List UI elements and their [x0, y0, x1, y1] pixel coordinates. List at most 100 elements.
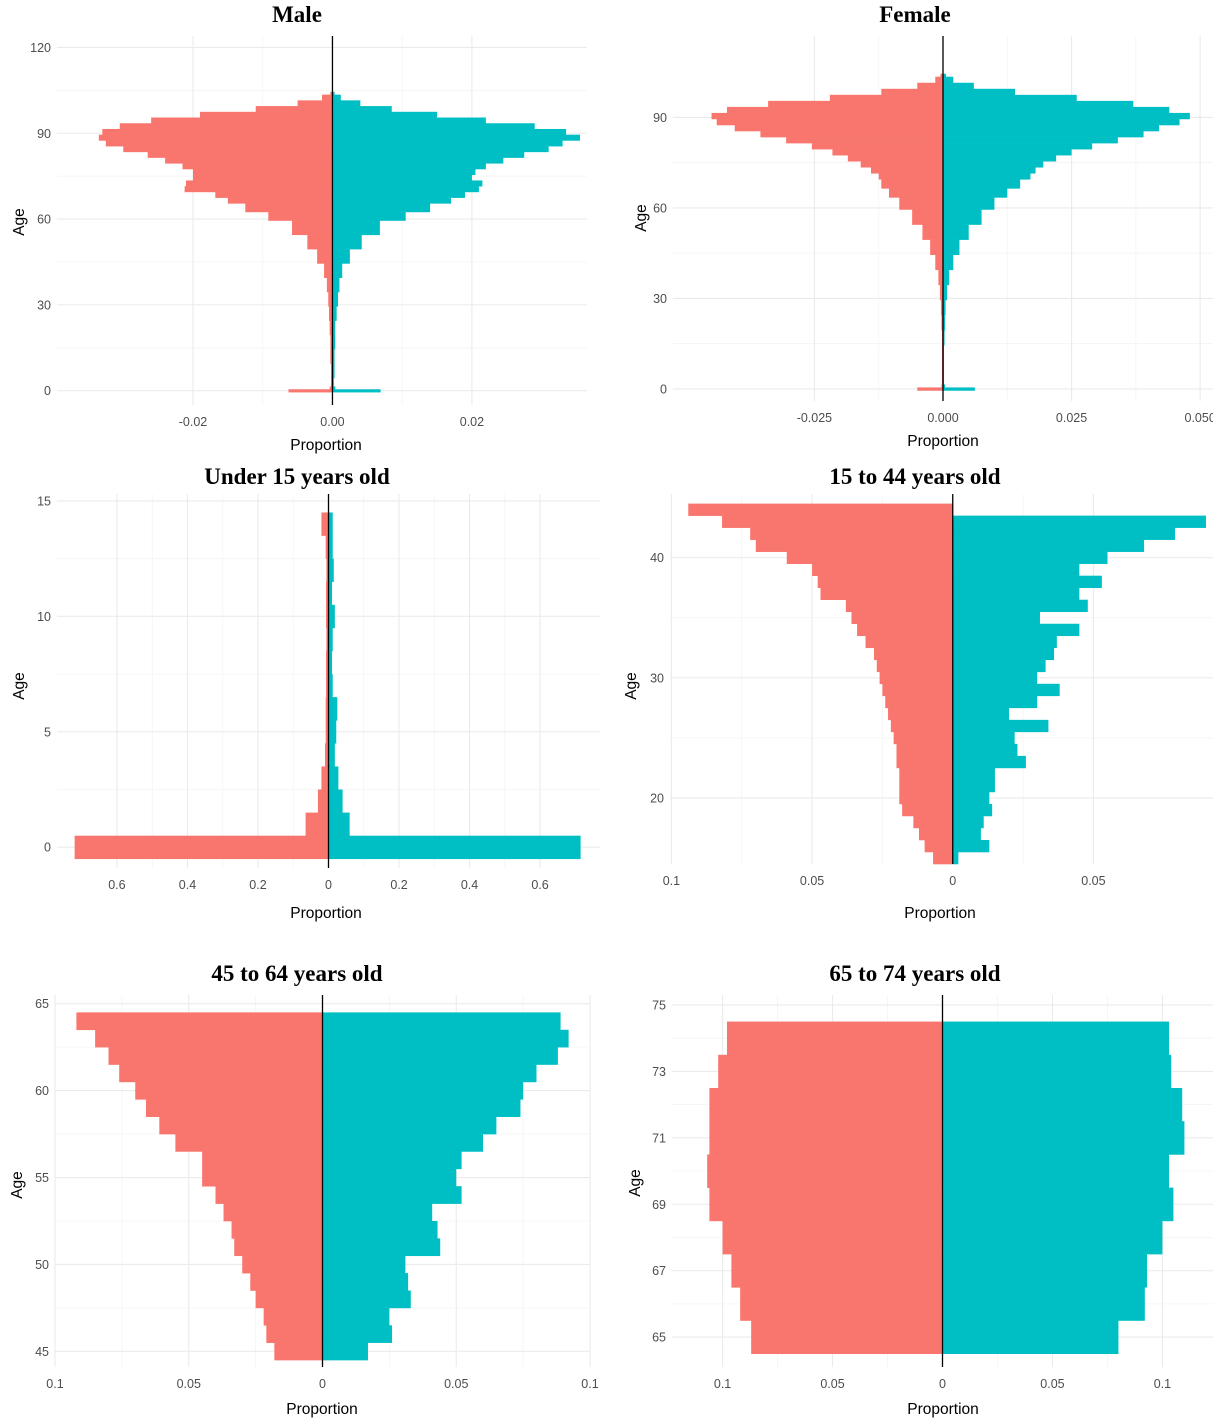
bar-right [322, 1168, 457, 1187]
bar-right [322, 1273, 409, 1291]
bar-right [328, 766, 339, 790]
bar-left [192, 174, 333, 181]
bar-left [326, 627, 329, 652]
y-tick-label: 30 [37, 298, 51, 312]
x-tick-label: 0.05 [1081, 874, 1105, 888]
bar-right [943, 299, 946, 316]
x-tick-label: 0 [319, 1377, 326, 1391]
bar-left [215, 191, 333, 198]
bar-left [786, 551, 953, 564]
y-tick-label: 60 [35, 1084, 49, 1098]
bar-right [942, 1154, 1170, 1188]
bar-left [751, 1320, 943, 1355]
bar-right [332, 111, 438, 118]
bar-left [326, 277, 333, 293]
bar-left [192, 169, 333, 176]
bar-left [326, 604, 329, 629]
bar-right [328, 789, 343, 813]
x-tick-label: 0.2 [390, 878, 407, 892]
x-tick-label: 0.05 [444, 1377, 468, 1391]
bar-left [912, 209, 943, 225]
bar-right [952, 707, 1010, 721]
bar-left [716, 118, 943, 126]
y-axis-title: Age [627, 1169, 644, 1197]
bar-left [268, 211, 333, 221]
chart-panel-5: 0.1 0.05 0 0.05 0.1 45 50 55 60 65 45 to 64 years … [9, 961, 599, 1418]
bar-left [930, 239, 943, 255]
x-axis-title: Proportion [286, 1401, 358, 1418]
bar-left [918, 827, 953, 841]
bar-left [322, 94, 333, 101]
bar-right [328, 535, 333, 559]
x-axis-title: Proportion [904, 905, 976, 922]
bar-right [328, 835, 581, 860]
bar-right [943, 179, 1021, 189]
y-axis-title: Age [11, 672, 28, 700]
bar-left [688, 503, 953, 516]
bar-right [332, 123, 535, 130]
x-tick-label: 0.05 [820, 1377, 844, 1391]
bar-left [879, 671, 953, 685]
bar-right [328, 581, 333, 606]
y-tick-label: 60 [37, 213, 51, 227]
bar-right [332, 180, 483, 187]
bar-left [940, 73, 943, 78]
bar-left [913, 815, 953, 829]
bar-left [135, 1081, 323, 1100]
bar-left [263, 1307, 323, 1326]
bar-left [317, 789, 329, 813]
bar-right [322, 1029, 569, 1048]
chart-title: 65 to 74 years old [829, 961, 1000, 986]
bar-left [186, 180, 333, 187]
bar-left [899, 197, 943, 210]
chart-title: Male [272, 2, 322, 27]
bar-right [952, 767, 995, 781]
bar-right [332, 249, 350, 264]
bar-left [938, 269, 943, 286]
bar-right [943, 161, 1044, 168]
chart-panel-6: 0.1 0.05 0 0.05 0.1 65 67 69 71 73 75 65 to 74 year… [627, 961, 1213, 1418]
bar-left [307, 234, 333, 250]
chart-title: 45 to 64 years old [211, 961, 382, 986]
y-axis-title: Age [633, 204, 650, 232]
bar-right [952, 671, 1038, 685]
y-tick-label: 55 [35, 1171, 49, 1185]
bar-right [328, 650, 333, 675]
bar-right [328, 697, 338, 721]
bar-left [922, 224, 943, 240]
bar-left [893, 731, 953, 745]
bar-right [952, 563, 1080, 576]
bar-right [332, 134, 581, 141]
bar-right [332, 197, 452, 204]
bar-left [215, 1186, 323, 1204]
x-tick-label: 0.1 [46, 1377, 63, 1391]
bar-left [890, 719, 953, 733]
bar-left [108, 1047, 323, 1065]
bar-right [332, 203, 431, 213]
x-tick-label: 0.6 [531, 878, 548, 892]
bar-right [322, 1134, 483, 1152]
bar-left [885, 695, 953, 709]
bar-left [899, 767, 953, 781]
bar-right [332, 186, 479, 193]
bar-left [223, 1203, 323, 1222]
x-tick-label: 0.025 [1056, 411, 1087, 425]
bar-right [322, 1220, 438, 1239]
bar-right [952, 815, 984, 829]
bar-left [722, 1220, 943, 1255]
bar-left [231, 1220, 323, 1239]
y-tick-label: 0 [44, 841, 51, 855]
x-tick-label: 0.1 [663, 874, 680, 888]
bar-right [332, 306, 337, 321]
bar-left [917, 387, 943, 391]
bar-right [332, 277, 340, 293]
bar-right [942, 1320, 1119, 1355]
bar-left [317, 249, 333, 264]
y-tick-label: 120 [30, 41, 51, 55]
bar-right [328, 743, 335, 767]
bar-left [250, 1273, 323, 1291]
chart-title: Female [879, 2, 951, 27]
bar-left [707, 1154, 943, 1188]
bar-left [933, 851, 953, 865]
